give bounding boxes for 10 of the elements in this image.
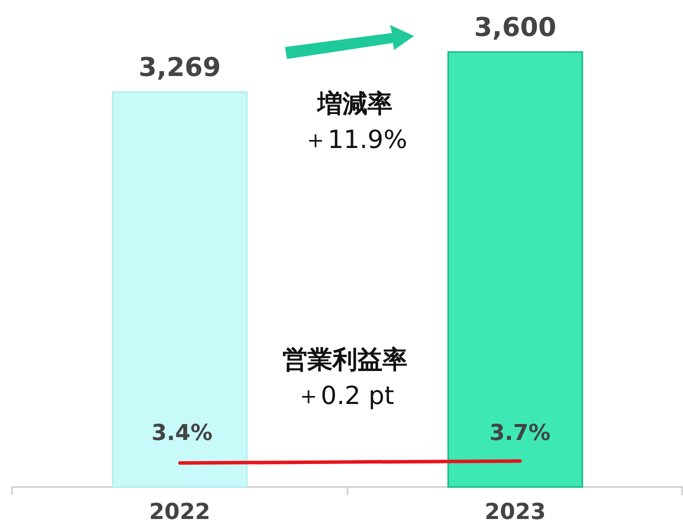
- annotation: 3.7%: [489, 421, 551, 446]
- x-tick-label: 2023: [484, 500, 546, 523]
- annotation: 営業利益率: [282, 345, 408, 374]
- annotation: ＋11.9%: [302, 125, 408, 154]
- annotation: ＋0.2 pt: [296, 381, 394, 410]
- data-label: 3,600: [474, 13, 556, 43]
- data-label: 3,269: [138, 52, 221, 83]
- annotation: 3.4%: [151, 421, 213, 446]
- x-tick-label: 2022: [149, 500, 210, 523]
- annotation: 増減率: [316, 89, 392, 118]
